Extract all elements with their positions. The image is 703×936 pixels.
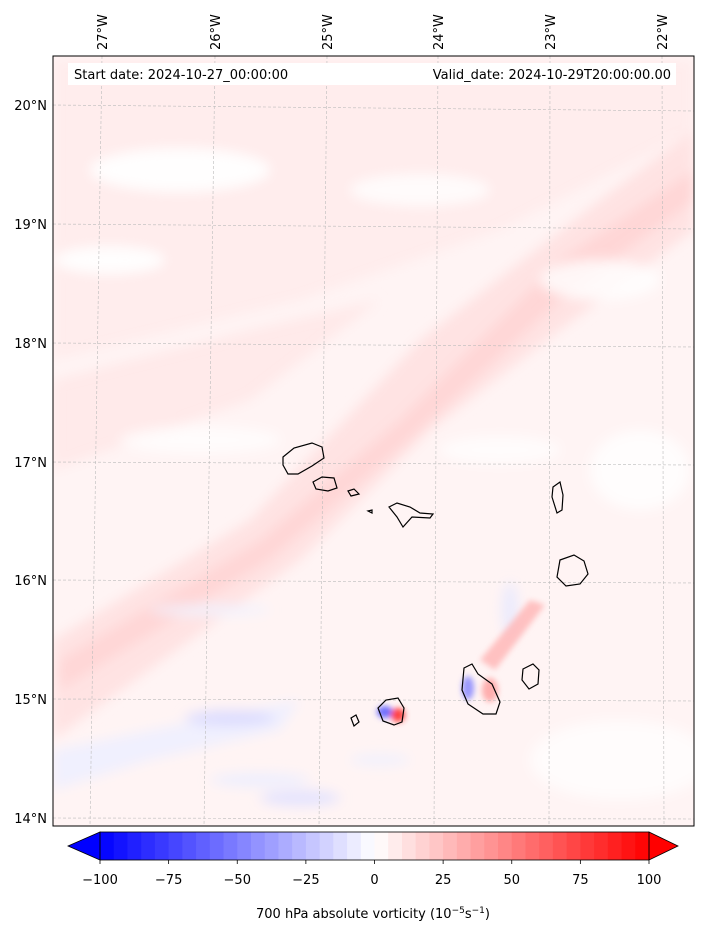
colorbar-cell bbox=[374, 832, 389, 860]
colorbar-tick-label: 25 bbox=[435, 873, 452, 888]
colorbar-cell bbox=[223, 832, 238, 860]
colorbar-cell bbox=[278, 832, 293, 860]
colorbar-cell bbox=[415, 832, 430, 860]
colorbar-cell bbox=[250, 832, 266, 860]
colorbar-cell bbox=[401, 832, 417, 860]
lat-label: 16°N bbox=[14, 574, 47, 589]
colorbar-tick-label: 0 bbox=[370, 873, 378, 888]
lon-label: 24°W bbox=[432, 14, 447, 50]
island-sao-vicente bbox=[312, 476, 338, 492]
lon-label: 25°W bbox=[321, 14, 336, 50]
colorbar-cell bbox=[237, 832, 252, 860]
island-branco bbox=[366, 509, 373, 514]
lat-label: 20°N bbox=[14, 99, 47, 114]
colorbar-tick-label: −75 bbox=[155, 873, 182, 888]
lat-label: 17°N bbox=[14, 456, 47, 471]
colorbar-cell bbox=[443, 832, 458, 860]
colorbar: −100 −75 −50 −25 0 25 50 75 100 700 hPa absolute… bbox=[67, 831, 679, 922]
colorbar-cell bbox=[388, 832, 403, 860]
colorbar-cell bbox=[429, 832, 444, 860]
island-santiago bbox=[461, 663, 501, 715]
colorbar-cell bbox=[360, 832, 375, 860]
island-brava bbox=[350, 714, 360, 727]
island-fogo bbox=[377, 697, 405, 726]
island-sal bbox=[551, 480, 564, 514]
island-santo-antao bbox=[282, 442, 325, 475]
colorbar-label: 700 hPa absolute vorticity (10−5s−1) bbox=[256, 906, 490, 922]
colorbar-tick-label: −25 bbox=[292, 873, 319, 888]
island-maio bbox=[521, 663, 540, 690]
colorbar-cell bbox=[319, 832, 334, 860]
colorbar-cell bbox=[141, 832, 156, 860]
colorbar-cell bbox=[552, 832, 568, 860]
colorbar-cell bbox=[264, 832, 279, 860]
colorbar-extend-low bbox=[67, 831, 101, 861]
valid-date-label: Valid_date: 2024-10-29T20:00:00.00 bbox=[433, 68, 671, 83]
gridlines bbox=[53, 56, 694, 826]
colorbar-cell bbox=[456, 832, 472, 860]
colorbar-cells bbox=[100, 832, 650, 860]
colorbar-extend-high bbox=[648, 831, 679, 861]
colorbar-cell bbox=[154, 832, 170, 860]
colorbar-label-main: 700 hPa absolute vorticity (10 bbox=[256, 907, 452, 922]
colorbar-cell bbox=[347, 832, 362, 860]
colorbar-tick-label: 75 bbox=[572, 873, 589, 888]
lat-label: 15°N bbox=[14, 693, 47, 708]
lon-label: 26°W bbox=[209, 14, 224, 50]
colorbar-cell bbox=[566, 832, 581, 860]
colorbar-label-exp1: −5 bbox=[452, 906, 465, 916]
colorbar-cell bbox=[196, 832, 211, 860]
colorbar-cell bbox=[113, 832, 128, 860]
colorbar-cell bbox=[127, 832, 142, 860]
lon-label: 23°W bbox=[544, 14, 559, 50]
header-box bbox=[68, 63, 676, 85]
colorbar-cell bbox=[594, 832, 609, 860]
plot-frame bbox=[52, 55, 695, 827]
colorbar-cell bbox=[470, 832, 485, 860]
vorticity-field bbox=[53, 60, 694, 806]
colorbar-cell bbox=[635, 832, 650, 860]
colorbar-cell bbox=[182, 832, 197, 860]
lat-label: 14°N bbox=[14, 812, 47, 827]
colorbar-cell bbox=[511, 832, 526, 860]
colorbar-cell bbox=[580, 832, 595, 860]
lon-label: 22°W bbox=[656, 14, 671, 50]
colorbar-cell bbox=[292, 832, 307, 860]
colorbar-cell bbox=[484, 832, 499, 860]
colorbar-cell bbox=[305, 832, 321, 860]
island-santa-luzia bbox=[347, 488, 361, 497]
colorbar-cell bbox=[209, 832, 225, 860]
colorbar-label-end: ) bbox=[485, 907, 490, 922]
lat-label: 19°N bbox=[14, 218, 47, 233]
lon-label: 27°W bbox=[96, 14, 111, 50]
colorbar-cell bbox=[498, 832, 513, 860]
island-boa-vista bbox=[556, 554, 589, 587]
colorbar-cell bbox=[333, 832, 348, 860]
coastlines bbox=[282, 442, 589, 727]
colorbar-label-mid: s bbox=[465, 907, 472, 922]
lat-labels: 20°N 19°N 18°N 17°N 16°N 15°N 14°N bbox=[14, 99, 47, 827]
colorbar-cell bbox=[607, 832, 623, 860]
colorbar-cell bbox=[539, 832, 554, 860]
lat-label: 18°N bbox=[14, 337, 47, 352]
start-date-label: Start date: 2024-10-27_00:00:00 bbox=[74, 68, 288, 83]
colorbar-cell bbox=[168, 832, 183, 860]
colorbar-tick-label: −100 bbox=[82, 873, 118, 888]
lon-labels: 27°W 26°W 25°W 24°W 23°W 22°W bbox=[96, 14, 671, 50]
colorbar-label-exp2: −1 bbox=[472, 906, 485, 916]
colorbar-tick-label: −50 bbox=[224, 873, 251, 888]
island-sao-nicolau bbox=[388, 502, 435, 529]
colorbar-cell bbox=[100, 832, 115, 860]
colorbar-cell bbox=[621, 832, 636, 860]
colorbar-ticks: −100 −75 −50 −25 0 25 50 75 100 bbox=[82, 860, 661, 888]
colorbar-tick-label: 100 bbox=[637, 873, 662, 888]
colorbar-cell bbox=[525, 832, 540, 860]
colorbar-tick-label: 50 bbox=[503, 873, 520, 888]
